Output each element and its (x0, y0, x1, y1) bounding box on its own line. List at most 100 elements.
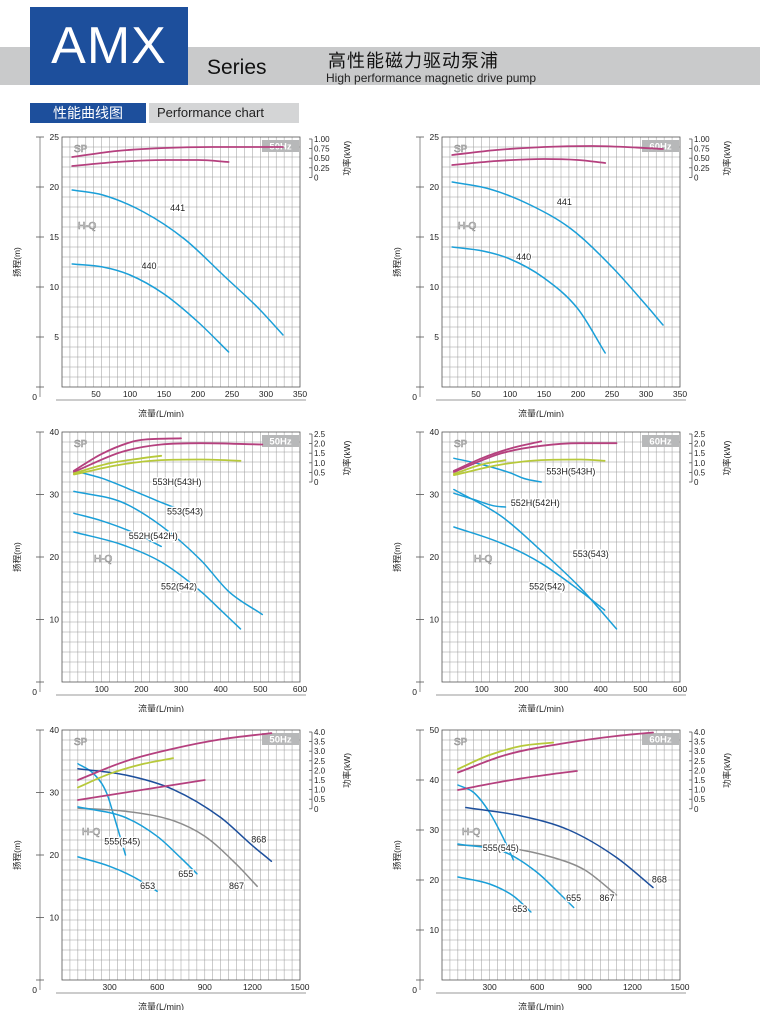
frequency-badge (262, 140, 299, 152)
frequency-badge (642, 435, 679, 447)
curve-552H-542H (73, 512, 162, 548)
y-tick-label: 5 (54, 332, 59, 342)
power-tick-label: 0 (314, 478, 319, 487)
curve-sp-3 (451, 158, 607, 166)
power-tick-label: 0.5 (694, 468, 706, 477)
y-tick-label: 15 (430, 232, 440, 242)
x-tick-label: 500 (253, 684, 267, 694)
power-tick-label: 1.00 (694, 135, 710, 144)
y-tick-label: 30 (50, 490, 60, 500)
curve-868 (77, 768, 273, 863)
curve-sp-6 (77, 779, 206, 801)
plot-frame (441, 431, 681, 683)
x-tick-label: 200 (134, 684, 148, 694)
y-tick-label: 0 (412, 985, 417, 995)
curve-sp-2 (451, 145, 664, 156)
curve-868 (465, 806, 654, 889)
power-tick-label: 0 (694, 478, 699, 487)
curve-label: 653 (512, 904, 527, 914)
y-tick-label: 20 (50, 182, 60, 192)
curve-441 (451, 181, 664, 326)
y-tick-label: 10 (430, 615, 440, 625)
power-tick-label: 2.0 (694, 440, 706, 449)
title-cn: 高性能磁力驱动泵浦 (328, 51, 499, 71)
y-tick-label: 10 (430, 925, 440, 935)
x-axis-label: 流量(L/min) (138, 1001, 184, 1010)
y-tick-label: 30 (430, 490, 440, 500)
curve-sp-7 (73, 458, 242, 476)
power-axis-label: 功率(kW) (342, 440, 352, 475)
curve-label: 553H(543H) (153, 477, 202, 487)
y-tick-label: 20 (50, 850, 60, 860)
grid (442, 432, 680, 682)
frequency-badge (262, 733, 299, 745)
curve-867 (457, 844, 618, 896)
curve-655 (457, 843, 575, 909)
curve-label: 552H(542H) (511, 498, 560, 508)
power-tick-label: 0.25 (694, 164, 710, 173)
curve-sp-5 (453, 442, 618, 473)
power-tick-label: 2.5 (314, 430, 326, 439)
power-tick-label: 0.5 (314, 468, 326, 477)
x-tick-label: 100 (475, 684, 489, 694)
power-tick-label: 0.5 (694, 795, 706, 804)
y-tick-label: 25 (50, 132, 60, 142)
x-tick-label: 150 (157, 389, 171, 399)
power-tick-label: 0.75 (314, 145, 330, 154)
power-tick-label: 1.00 (314, 135, 330, 144)
power-tick-label: 4.0 (314, 728, 326, 737)
grid (62, 730, 300, 980)
hq-label: H-Q (462, 827, 481, 838)
sp-label: SP (454, 144, 468, 155)
grid (62, 137, 300, 387)
power-axis-label: 功率(kW) (722, 440, 732, 475)
y-tick-label: 0 (32, 985, 37, 995)
x-axis-label: 流量(L/min) (138, 408, 184, 417)
y-tick-label: 20 (430, 552, 440, 562)
power-tick-label: 0.25 (314, 164, 330, 173)
sp-label: SP (74, 439, 88, 450)
y-tick-label: 0 (32, 392, 37, 402)
x-axis-label: 流量(L/min) (518, 408, 564, 417)
y-tick-label: 0 (412, 392, 417, 402)
frequency-label: 60Hz (649, 735, 671, 746)
power-tick-label: 0 (694, 173, 699, 182)
curve-label: 653 (140, 881, 155, 891)
y-axis-label: 扬程(m) (12, 840, 22, 870)
curve-440 (451, 246, 606, 354)
power-tick-label: 2.0 (314, 766, 326, 775)
curve-label: 440 (142, 261, 157, 271)
sp-label: SP (454, 737, 468, 748)
y-tick-label: 10 (50, 615, 60, 625)
y-tick-label: 20 (430, 875, 440, 885)
curve-label: 553(543) (573, 549, 609, 559)
x-tick-label: 1200 (623, 982, 642, 992)
power-tick-label: 3.5 (694, 738, 706, 747)
curve-sp-3 (71, 159, 230, 167)
x-tick-label: 250 (605, 389, 619, 399)
plot-frame (441, 729, 681, 981)
x-tick-label: 350 (293, 389, 307, 399)
power-tick-label: 1.0 (694, 786, 706, 795)
curve-label: 552(542) (529, 582, 565, 592)
power-tick-label: 0 (694, 805, 699, 814)
power-tick-label: 2.0 (314, 440, 326, 449)
grid (442, 730, 680, 980)
y-axis-label: 扬程(m) (392, 247, 402, 277)
frequency-label: 50Hz (269, 735, 291, 746)
curve-label: 440 (516, 252, 531, 262)
y-axis-label: 扬程(m) (12, 247, 22, 277)
power-axis-label: 功率(kW) (722, 753, 732, 788)
x-tick-label: 200 (514, 684, 528, 694)
power-tick-label: 0 (314, 173, 319, 182)
y-tick-label: 10 (430, 282, 440, 292)
x-tick-label: 100 (503, 389, 517, 399)
power-tick-label: 1.5 (694, 776, 706, 785)
power-axis-label: 功率(kW) (342, 141, 352, 176)
y-tick-label: 25 (430, 132, 440, 142)
y-tick-label: 10 (50, 282, 60, 292)
x-tick-label: 250 (225, 389, 239, 399)
curve-553H-543H (73, 470, 182, 511)
